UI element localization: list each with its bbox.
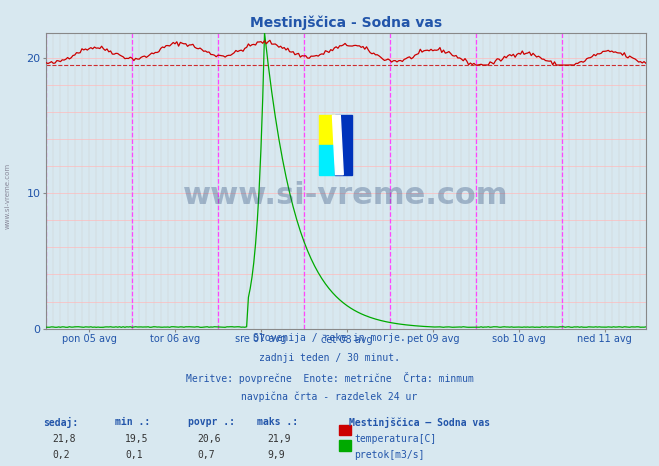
Text: 0,7: 0,7 xyxy=(198,450,215,459)
Title: Mestinjščica - Sodna vas: Mestinjščica - Sodna vas xyxy=(250,15,442,30)
Text: pretok[m3/s]: pretok[m3/s] xyxy=(355,450,425,459)
Bar xyxy=(319,116,335,145)
Text: povpr .:: povpr .: xyxy=(188,417,235,427)
Text: www.si-vreme.com: www.si-vreme.com xyxy=(5,163,11,229)
Text: zadnji teden / 30 minut.: zadnji teden / 30 minut. xyxy=(259,353,400,363)
Text: Mestinjščica – Sodna vas: Mestinjščica – Sodna vas xyxy=(349,417,490,428)
Text: min .:: min .: xyxy=(115,417,150,427)
Bar xyxy=(335,116,352,175)
Text: navpična črta - razdelek 24 ur: navpična črta - razdelek 24 ur xyxy=(241,392,418,403)
Text: www.si-vreme.com: www.si-vreme.com xyxy=(183,181,509,210)
Text: 9,9: 9,9 xyxy=(267,450,285,459)
Text: Slovenija / reke in morje.: Slovenija / reke in morje. xyxy=(253,333,406,343)
Text: 20,6: 20,6 xyxy=(198,434,221,444)
Text: sedaj:: sedaj: xyxy=(43,417,78,428)
Text: 21,9: 21,9 xyxy=(267,434,291,444)
Text: Meritve: povprečne  Enote: metrične  Črta: minmum: Meritve: povprečne Enote: metrične Črta:… xyxy=(186,372,473,384)
Text: 19,5: 19,5 xyxy=(125,434,149,444)
Text: temperatura[C]: temperatura[C] xyxy=(355,434,437,444)
Text: 21,8: 21,8 xyxy=(53,434,76,444)
Text: 0,2: 0,2 xyxy=(53,450,71,459)
Text: maks .:: maks .: xyxy=(257,417,298,427)
Text: 0,1: 0,1 xyxy=(125,450,143,459)
Polygon shape xyxy=(333,116,343,175)
Bar xyxy=(319,145,335,175)
